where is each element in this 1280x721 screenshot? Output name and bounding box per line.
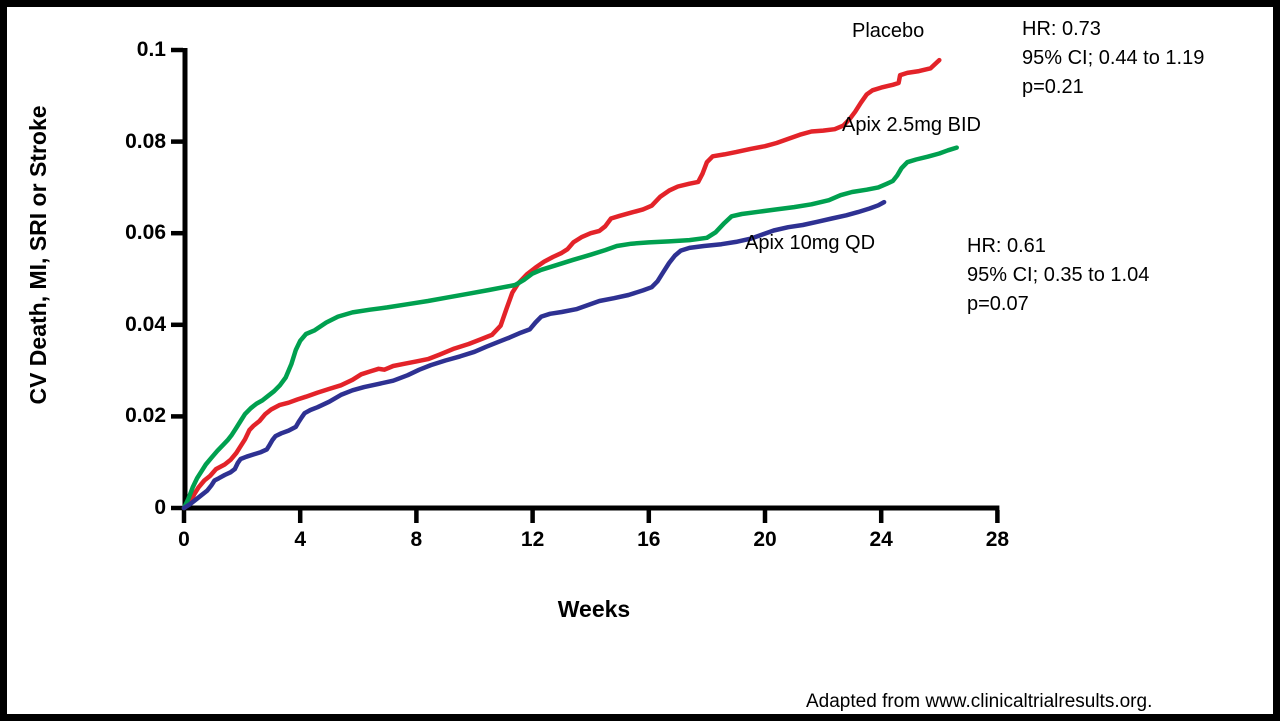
x-tick-label: 20: [753, 528, 777, 551]
x-tick-label: 8: [410, 528, 423, 551]
y-tick-label: 0.06: [125, 221, 166, 245]
series-label-apix-10mg-qd: Apix 10mg QD: [745, 232, 876, 254]
hr-value-placebo: HR: 0.73: [1022, 18, 1101, 40]
y-tick-label: 0.02: [125, 404, 166, 428]
y-tick-label: 0.04: [125, 312, 166, 336]
ci-value-apix10: 95% CI; 0.35 to 1.04: [967, 264, 1150, 286]
source-attribution: Adapted from www.clinicaltrialresults.or…: [806, 691, 1153, 712]
hr-value-apix10: HR: 0.61: [967, 235, 1046, 257]
placebo-curve: [181, 57, 942, 511]
x-tick-label: 12: [520, 528, 545, 551]
x-tick-label: 4: [294, 528, 307, 551]
p-value-placebo: p=0.21: [1022, 76, 1084, 98]
x-tick-label: 24: [869, 528, 893, 551]
x-axis-title: Weeks: [557, 596, 631, 622]
x-tick-label: 28: [985, 528, 1010, 551]
y-tick-label: 0.1: [136, 38, 166, 61]
series-label-placebo: Placebo: [852, 20, 925, 42]
p-value-apix10: p=0.07: [967, 293, 1029, 315]
y-axis-title: CV Death, MI, SRI or Stroke: [25, 105, 51, 405]
x-tick-label: 0: [178, 528, 190, 551]
stats-annotation-apix10: HR: 0.61 95% CI; 0.35 to 1.04 p=0.07: [967, 232, 1149, 319]
series-label-apix-2-5mg-bid: Apix 2.5mg BID: [842, 114, 981, 136]
stats-annotation-placebo: HR: 0.73 95% CI; 0.44 to 1.19 p=0.21: [1022, 15, 1204, 102]
chart-canvas: [171, 47, 1000, 523]
apix-10mg-qd-curve: [181, 199, 887, 511]
y-tick-label: 0.08: [125, 129, 166, 153]
apix-2-5mg-bid-curve: [181, 145, 959, 511]
x-tick-label: 16: [637, 528, 661, 551]
ci-value-placebo: 95% CI; 0.44 to 1.19: [1022, 47, 1205, 69]
y-tick-label: 0: [154, 496, 166, 519]
